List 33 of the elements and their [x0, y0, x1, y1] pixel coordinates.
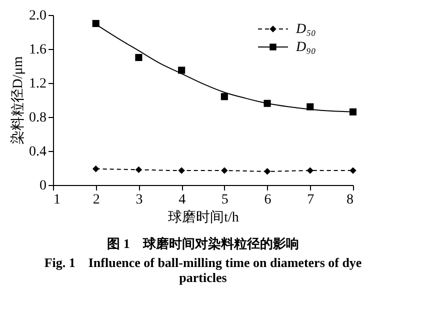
point [349, 108, 357, 116]
point [135, 54, 142, 62]
x-tick-label: 2 [92, 192, 100, 208]
y-tick-label: 1.2 [29, 76, 46, 92]
legend-label: D₉₀ [295, 40, 316, 55]
y-tick-label: 0.4 [29, 144, 46, 160]
y-tick-label: 0 [40, 178, 46, 194]
point [350, 167, 356, 174]
x-tick-label: 1 [54, 192, 60, 208]
y-tick-label: 1.6 [29, 42, 46, 58]
point [92, 165, 100, 172]
x-tick-label: 8 [346, 192, 354, 208]
point [92, 20, 100, 28]
point [135, 166, 142, 174]
y-tick-label: 0.8 [29, 110, 46, 126]
y-tick-label: 2.0 [29, 8, 46, 24]
point [306, 167, 314, 174]
text: Fig. 1 Influence of ball-milling time on diameters of dye particles [44, 255, 362, 285]
point [178, 66, 186, 74]
x-tick-label: 7 [307, 192, 314, 208]
x-tick-label: 6 [264, 192, 272, 208]
x-axis-title: 球磨时间t/h [168, 210, 239, 226]
x-tick-label: 3 [136, 192, 143, 208]
legend-label: D₅₀ [295, 22, 316, 37]
point [264, 100, 271, 107]
point [264, 168, 271, 175]
y-axis-title: 染料粒径D/μm [10, 56, 26, 145]
point [221, 167, 228, 174]
point [220, 93, 228, 100]
x-tick-label: 4 [178, 192, 186, 208]
point [178, 167, 185, 174]
text: 图 1 球磨时间对染料粒径的影响 [107, 236, 299, 251]
x-tick-label: 5 [221, 192, 228, 208]
